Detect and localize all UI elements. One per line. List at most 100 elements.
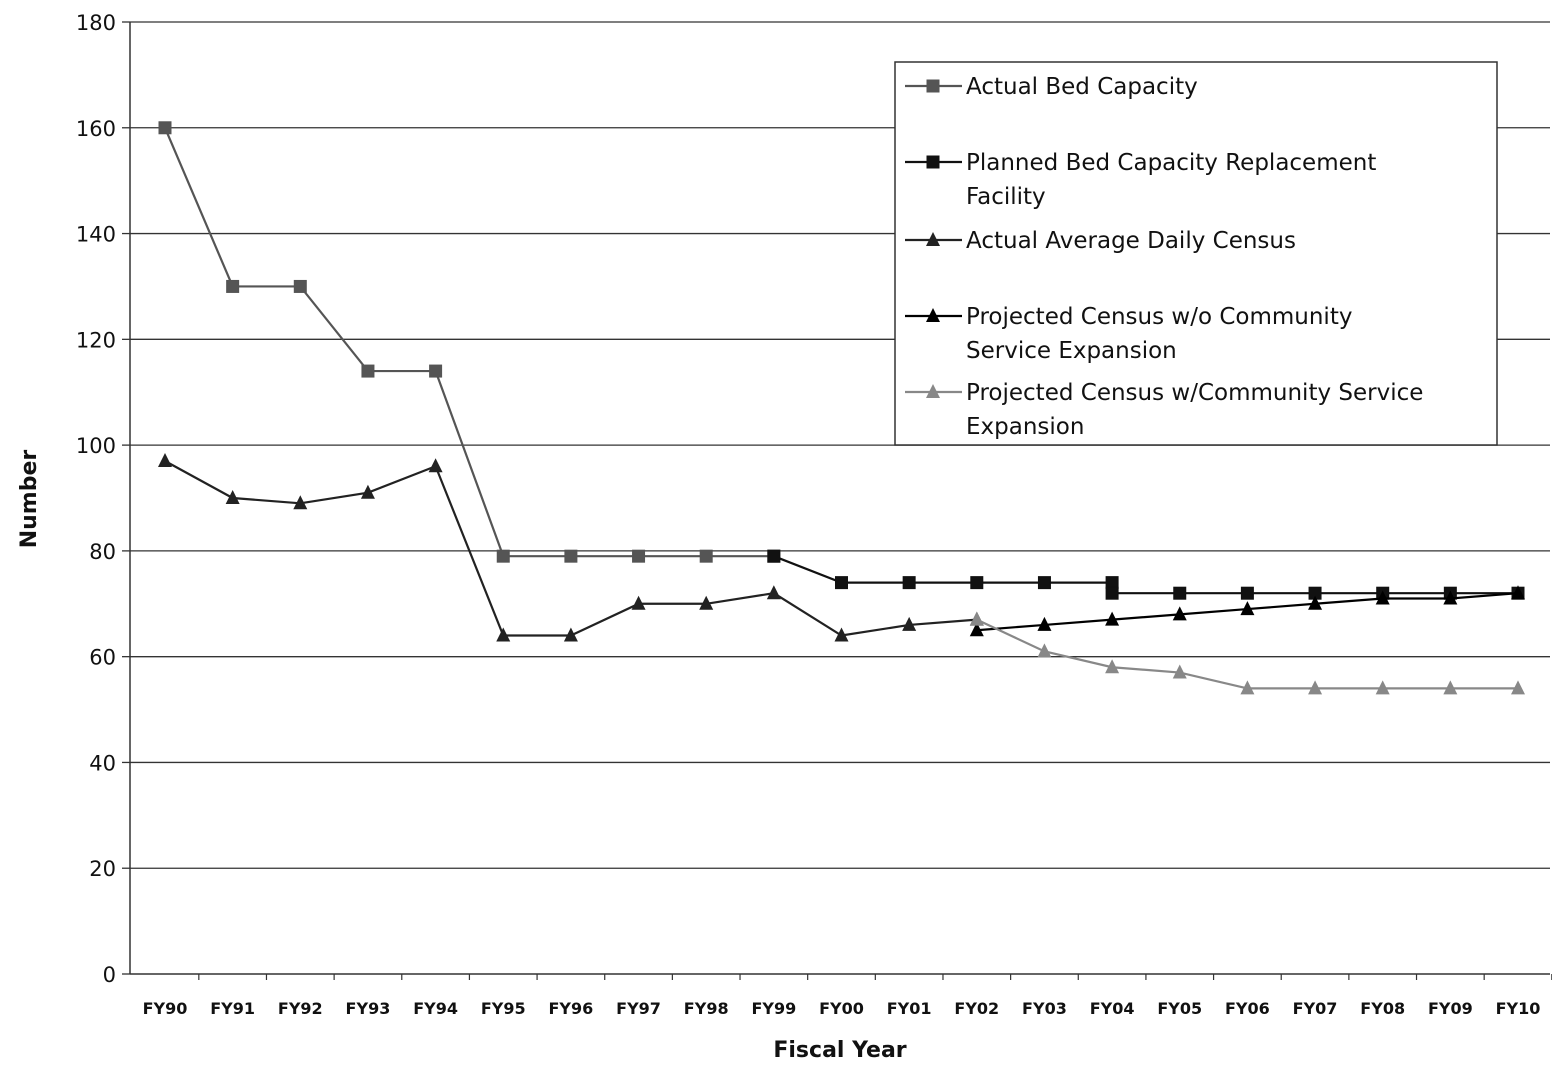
- x-tick-label: FY97: [616, 999, 661, 1018]
- data-point-triangle: [293, 495, 308, 510]
- x-tick-label: FY06: [1225, 999, 1270, 1018]
- y-tick-label: 40: [89, 751, 116, 775]
- legend-label: Actual Bed Capacity: [966, 74, 1198, 100]
- data-point-square: [429, 364, 443, 378]
- series-line: [773, 555, 1113, 584]
- legend-box: [894, 61, 1498, 446]
- axes: [122, 21, 1552, 980]
- series-0: [158, 121, 781, 563]
- x-tick-label: FY09: [1428, 999, 1473, 1018]
- x-tick-label: FY90: [143, 999, 188, 1018]
- legend-entry: Actual Average Daily Census: [905, 228, 1296, 254]
- data-point-square: [361, 364, 375, 378]
- x-tick-label: FY94: [413, 999, 458, 1018]
- series-line: [164, 460, 977, 637]
- x-tick-label: FY01: [887, 999, 932, 1018]
- data-point-triangle: [563, 627, 578, 642]
- y-tick-label: 140: [76, 223, 116, 247]
- series-4: [969, 611, 1525, 695]
- series-lines: [158, 121, 1525, 695]
- tick-labels: 0 20 40 60 80 100 120 140 160 180 FY90 FY91 FY92 FY93…: [76, 11, 1540, 1018]
- data-point-triangle: [834, 627, 849, 642]
- x-tick-label: FY93: [346, 999, 391, 1018]
- legend-label: Projected Census w/Community Service: [966, 380, 1423, 406]
- data-point-square: [1173, 586, 1187, 600]
- data-point-triangle: [1443, 680, 1458, 695]
- data-point-square: [1105, 586, 1119, 600]
- y-tick-label: 180: [76, 11, 116, 35]
- legend-entry: Actual Bed Capacity: [905, 74, 1198, 100]
- data-point-triangle: [926, 232, 940, 246]
- data-point-triangle: [1443, 590, 1458, 605]
- data-point-triangle: [225, 490, 240, 504]
- data-point-triangle: [1375, 590, 1390, 605]
- x-axis-title: Fiscal Year: [773, 1038, 906, 1063]
- data-point-triangle: [902, 616, 917, 631]
- y-tick-label: 80: [89, 540, 116, 564]
- data-point-square: [293, 279, 307, 293]
- data-point-square: [926, 155, 940, 169]
- gridlines: [130, 21, 1550, 869]
- data-point-triangle: [631, 595, 646, 610]
- legend-entry: Projected Census w/Community Service Expa…: [905, 380, 1423, 440]
- data-point-triangle: [496, 627, 511, 642]
- x-tick-label: FY10: [1496, 999, 1541, 1018]
- data-point-square: [970, 576, 984, 590]
- series-3: [969, 585, 1525, 637]
- legend-label: Expansion: [966, 414, 1084, 440]
- x-tick-label: FY02: [954, 999, 999, 1018]
- legend-label: Facility: [966, 184, 1046, 210]
- data-point-triangle: [1105, 659, 1120, 674]
- y-tick-label: 160: [76, 117, 116, 141]
- x-tick-label: FY91: [210, 999, 255, 1018]
- x-tick-label: FY08: [1360, 999, 1405, 1018]
- x-tick-label: FY98: [684, 999, 729, 1018]
- series-line: [163, 127, 774, 558]
- x-tick-label: FY00: [819, 999, 864, 1018]
- data-point-triangle: [969, 622, 984, 637]
- data-point-square: [632, 549, 646, 563]
- data-point-triangle: [926, 384, 940, 398]
- data-point-triangle: [428, 458, 443, 473]
- data-point-square: [926, 79, 940, 93]
- x-tick-label: FY03: [1022, 999, 1067, 1018]
- data-point-triangle: [1037, 643, 1052, 658]
- data-point-triangle: [1240, 680, 1255, 695]
- x-tick-label: FY99: [751, 999, 796, 1018]
- data-point-triangle: [766, 585, 781, 600]
- data-point-triangle: [1172, 606, 1187, 621]
- data-point-triangle: [360, 484, 375, 499]
- x-tick-label: FY05: [1157, 999, 1202, 1018]
- series-2: [158, 452, 984, 642]
- legend-entry: Projected Census w/o Community Service Ex…: [905, 304, 1352, 364]
- data-point-square: [835, 576, 848, 590]
- y-axis-title: Number: [17, 450, 42, 549]
- data-point-triangle: [926, 308, 940, 322]
- x-tick-label: FY07: [1293, 999, 1338, 1018]
- data-point-triangle: [1037, 616, 1052, 631]
- data-point-triangle: [1308, 680, 1323, 695]
- data-point-square: [158, 121, 172, 135]
- x-tick-label: FY04: [1090, 999, 1135, 1018]
- legend-label: Projected Census w/o Community: [966, 304, 1352, 330]
- data-point-square: [1240, 586, 1254, 600]
- x-tick-label: FY92: [278, 999, 323, 1018]
- legend: Actual Bed Capacity Planned Bed Capacity …: [894, 61, 1498, 446]
- y-tick-label: 100: [76, 434, 116, 458]
- data-point-triangle: [699, 595, 714, 610]
- data-point-square: [496, 549, 510, 563]
- data-point-square: [226, 279, 240, 293]
- data-point-triangle: [1511, 680, 1525, 695]
- legend-label: Planned Bed Capacity Replacement: [966, 150, 1376, 176]
- x-tick-label: FY96: [549, 999, 594, 1018]
- series-1: [767, 549, 1119, 590]
- data-point-triangle: [1172, 664, 1187, 679]
- y-tick-label: 20: [89, 857, 116, 881]
- data-point-triangle: [1308, 595, 1323, 610]
- legend-label: Actual Average Daily Census: [966, 228, 1296, 254]
- data-point-triangle: [1375, 680, 1390, 695]
- data-point-square: [564, 549, 578, 563]
- data-point-square: [767, 549, 781, 563]
- y-tick-label: 0: [103, 963, 116, 987]
